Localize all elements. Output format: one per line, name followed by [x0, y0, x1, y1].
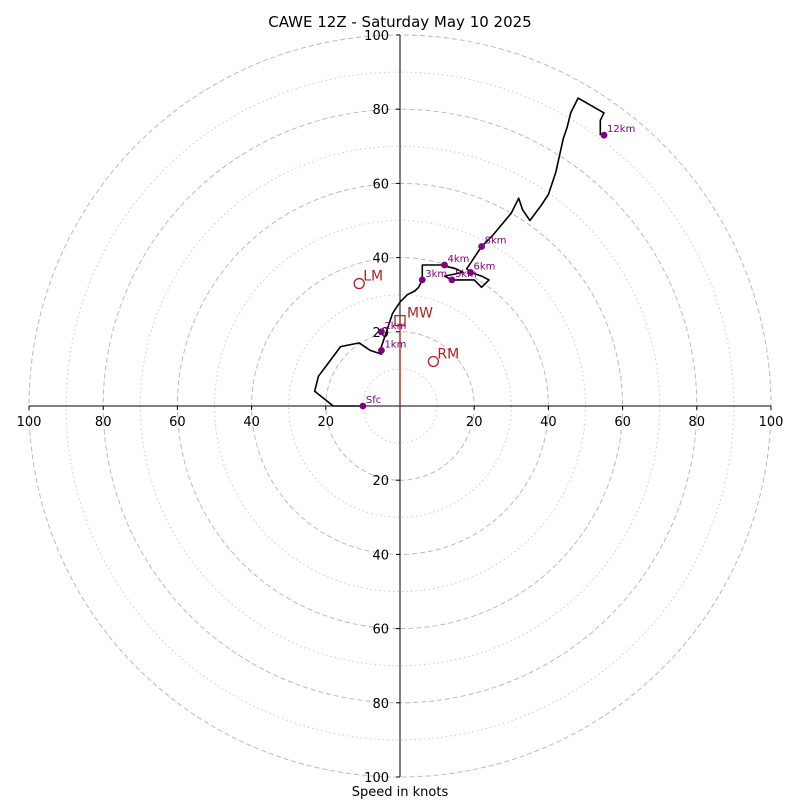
height-dot — [418, 276, 426, 284]
height-marker: 8km — [478, 235, 507, 250]
height-dot — [467, 269, 474, 276]
y-tick-label: 40 — [372, 252, 389, 267]
storm-motion-markers: MW LM RM — [353, 269, 459, 406]
height-dot — [359, 402, 367, 410]
height-marker: 2km — [378, 321, 406, 336]
bunkers-right-label: RM — [437, 346, 459, 362]
height-marker: 5km — [448, 269, 477, 284]
x-tick-label: 100 — [17, 415, 42, 430]
y-tick-label: 20 — [372, 474, 389, 489]
height-label: 8km — [485, 235, 507, 246]
height-marker: 3km — [418, 269, 447, 284]
y-tick-label: 100 — [364, 771, 389, 786]
height-dot — [478, 243, 486, 250]
x-tick-label: 20 — [318, 415, 335, 430]
y-tick-label: 80 — [372, 697, 389, 712]
height-label: 12km — [607, 124, 635, 135]
mean-wind-marker — [394, 315, 406, 327]
height-label: 5km — [455, 269, 477, 280]
x-tick-label: 80 — [689, 415, 706, 430]
chart-title: CAWE 12Z - Saturday May 10 2025 — [268, 13, 531, 31]
height-marker: 6km — [467, 261, 495, 276]
mean-wind-label: MW — [407, 306, 433, 322]
y-tick-label: 100 — [364, 29, 389, 44]
height-label: 3km — [425, 269, 447, 280]
height-label: 2km — [384, 321, 406, 332]
height-dot — [441, 261, 448, 269]
x-tick-label: 60 — [169, 415, 186, 430]
height-marker: 4km — [441, 254, 470, 269]
y-tick-label: 60 — [372, 177, 389, 192]
height-dot — [448, 276, 456, 284]
y-tick-label: 80 — [372, 103, 389, 118]
height-marker: 12km — [600, 124, 635, 139]
y-tick-label: 40 — [372, 548, 389, 563]
x-tick-label: 20 — [466, 415, 483, 430]
height-dot — [378, 346, 385, 354]
x-tick-label: 40 — [243, 415, 260, 430]
bunkers-left-label: LM — [363, 269, 383, 285]
height-dot — [378, 328, 385, 336]
axis-tick-labels: 2020202040404040606060608080808010010010… — [17, 29, 784, 786]
bunkers-left-marker — [353, 277, 365, 290]
height-dot — [600, 131, 608, 139]
height-marker: Sfc — [359, 395, 381, 410]
bunkers-right-marker — [427, 355, 440, 368]
y-tick-label: 60 — [372, 623, 389, 638]
x-tick-label: 100 — [759, 415, 784, 430]
height-label: 6km — [473, 261, 495, 272]
height-label: 4km — [448, 254, 470, 265]
x-axis-label: Speed in knots — [352, 785, 449, 800]
height-label: 1km — [384, 339, 406, 350]
x-tick-label: 80 — [95, 415, 112, 430]
height-label: Sfc — [366, 395, 381, 406]
x-tick-label: 60 — [614, 415, 631, 430]
x-tick-label: 40 — [540, 415, 557, 430]
height-marker: 1km — [378, 339, 406, 354]
